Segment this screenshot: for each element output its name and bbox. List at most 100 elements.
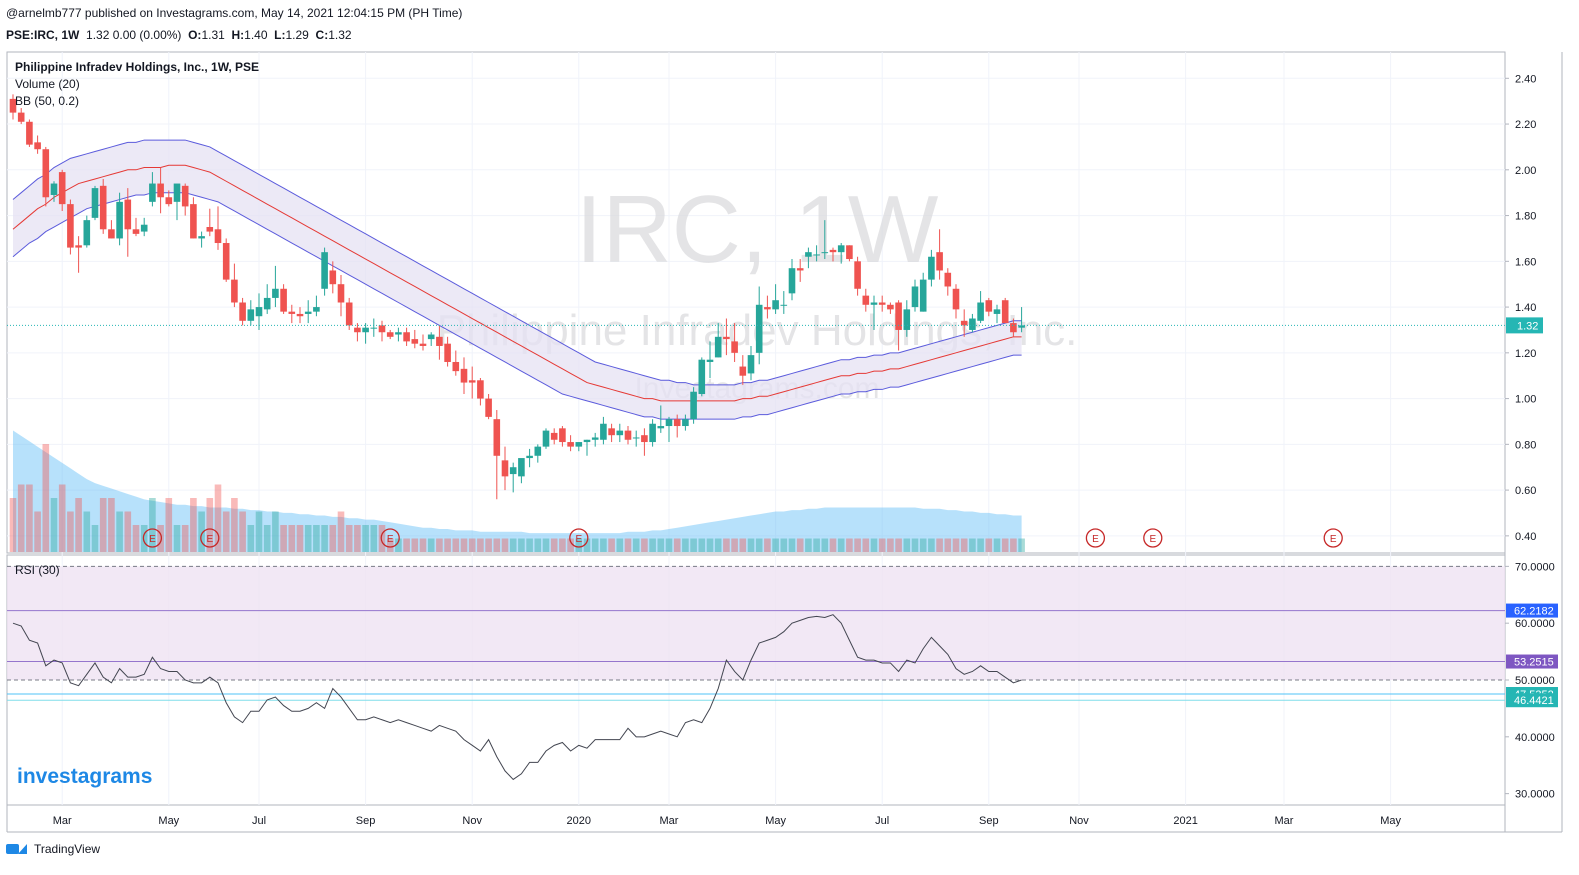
volume-bar xyxy=(673,538,681,552)
volume-bar xyxy=(493,538,501,552)
price-tick-label: 1.60 xyxy=(1515,256,1536,268)
volume-bar xyxy=(657,538,665,552)
price-tick-label: 1.00 xyxy=(1515,394,1536,406)
candle-body xyxy=(993,309,1001,314)
price-tick-label: 1.20 xyxy=(1515,348,1536,360)
volume-bar xyxy=(567,538,574,552)
candle-body xyxy=(706,359,714,362)
volume-bar xyxy=(198,511,205,552)
candle-body xyxy=(919,279,927,312)
candle-body xyxy=(67,204,74,248)
last-price-badge xyxy=(1506,317,1543,334)
volume-ma-area xyxy=(13,430,1022,552)
candle-body xyxy=(42,149,50,198)
candle-body xyxy=(83,220,91,246)
candle-body xyxy=(1001,300,1009,324)
candle-body xyxy=(739,366,747,376)
volume-bar xyxy=(829,538,837,552)
price-tick-label: 2.40 xyxy=(1515,73,1536,85)
candle-body xyxy=(313,307,320,312)
candle-body xyxy=(9,98,17,113)
volume-bar xyxy=(337,511,345,552)
rsi-tick-label: 30.0000 xyxy=(1515,789,1555,801)
volume-bar xyxy=(411,538,419,552)
volume-bar xyxy=(157,525,164,552)
candle-body xyxy=(501,460,509,477)
volume-bar xyxy=(731,538,738,552)
candle-body xyxy=(985,300,993,312)
candle-body xyxy=(682,419,689,427)
earnings-marker xyxy=(380,528,400,548)
volume-bar xyxy=(263,525,271,552)
volume-bar xyxy=(173,525,181,552)
time-tick-label: May xyxy=(1380,815,1401,827)
candle-body xyxy=(477,380,484,399)
volume-bar xyxy=(99,498,107,552)
candle-body xyxy=(534,446,542,456)
volume-bar xyxy=(534,538,542,552)
candle-body xyxy=(345,302,353,326)
volume-bar xyxy=(911,538,919,552)
candle-body xyxy=(837,245,845,253)
volume-bar xyxy=(140,525,148,552)
volume-bar xyxy=(985,538,993,552)
volume-bar xyxy=(67,511,74,552)
candle-body xyxy=(378,325,386,333)
volume-bar xyxy=(280,525,287,552)
volume-bar xyxy=(969,538,976,552)
volume-bar xyxy=(444,538,451,552)
candle-body xyxy=(190,204,197,239)
volume-bar xyxy=(903,538,911,552)
candle-body xyxy=(140,224,148,232)
last-price-label: 1.32 xyxy=(1517,320,1538,332)
volume-bar xyxy=(690,538,697,552)
volume-bar xyxy=(649,538,656,552)
rsi-tick-label: 70.0000 xyxy=(1515,561,1555,573)
legend-bb: BB (50, 0.2) xyxy=(15,94,79,108)
earnings-marker xyxy=(569,528,589,548)
earnings-marker xyxy=(1085,528,1106,548)
footer[interactable]: TradingView xyxy=(6,842,100,856)
volume-bar xyxy=(919,538,927,552)
volume-bar xyxy=(419,538,427,552)
watermark-symbol: IRC, 1W xyxy=(576,176,939,283)
volume-bar xyxy=(821,538,829,552)
volume-bar xyxy=(34,511,41,552)
brand-logo: investagrams xyxy=(17,765,152,788)
volume-bar xyxy=(75,498,82,552)
candle-body xyxy=(436,336,443,346)
candle-body xyxy=(616,430,624,436)
volume-bar xyxy=(206,498,214,552)
earnings-marker xyxy=(1323,528,1343,548)
rsi-tick-label: 40.0000 xyxy=(1515,732,1555,744)
candle-body xyxy=(26,121,33,145)
candle-body xyxy=(526,455,533,459)
candle-body xyxy=(321,252,328,289)
rsi-value-badge xyxy=(1506,654,1558,669)
candle-body xyxy=(157,183,164,198)
open-label: O: xyxy=(188,28,202,42)
candle-body xyxy=(272,288,279,298)
earnings-marker-label: E xyxy=(387,534,394,545)
volume-bar xyxy=(682,538,689,552)
volume-bar xyxy=(58,484,66,552)
volume-bar xyxy=(936,538,943,552)
candle-body xyxy=(846,245,853,260)
candle-body xyxy=(764,307,771,310)
volume-bar xyxy=(977,538,984,552)
candle-body xyxy=(632,437,640,439)
candle-body xyxy=(403,332,410,342)
candle-body xyxy=(657,426,665,429)
candle-body xyxy=(50,183,58,195)
time-tick-label: Mar xyxy=(53,815,72,827)
time-tick-label: 2021 xyxy=(1173,815,1197,827)
candle-body xyxy=(649,423,656,443)
candle-body xyxy=(304,311,312,314)
candle-body xyxy=(714,336,722,358)
volume-bar xyxy=(403,538,410,552)
candle-body xyxy=(870,302,878,305)
candle-body xyxy=(222,243,230,280)
volume-bar xyxy=(723,538,730,552)
volume-bar xyxy=(395,538,402,552)
